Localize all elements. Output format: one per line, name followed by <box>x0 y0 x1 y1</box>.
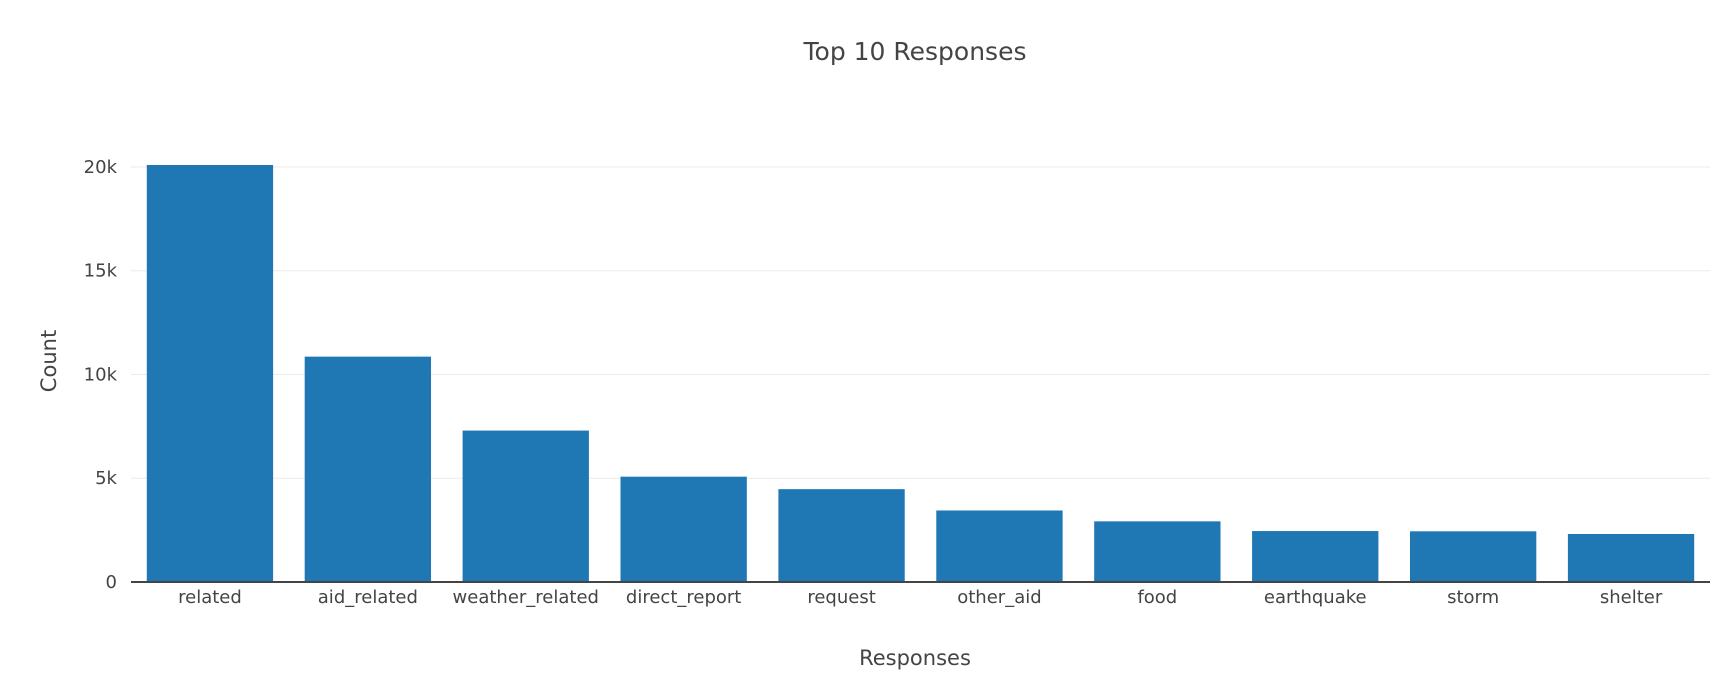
x-tick-label: earthquake <box>1264 587 1367 608</box>
x-axis-title: Responses <box>859 646 971 670</box>
bar-weather_related[interactable] <box>462 430 589 582</box>
x-tick-labels: related aid_related weather_related direct_… <box>178 587 1663 608</box>
y-tick-label: 5k <box>95 468 117 489</box>
y-tick-labels: 0 5k 10k 15k 20k <box>84 157 118 593</box>
x-tick-label: storm <box>1447 587 1499 608</box>
x-tick-label: shelter <box>1600 587 1663 608</box>
bars <box>146 165 1695 582</box>
bar-shelter[interactable] <box>1567 533 1695 582</box>
y-tick-label: 15k <box>84 261 118 282</box>
x-tick-label: food <box>1137 587 1177 608</box>
x-tick-label: related <box>178 587 242 608</box>
x-tick-label: other_aid <box>957 587 1041 608</box>
x-tick-label: aid_related <box>318 587 418 608</box>
x-tick-label: weather_related <box>453 587 599 608</box>
bar-aid_related[interactable] <box>304 356 432 582</box>
x-tick-label: request <box>807 587 875 608</box>
bar-related[interactable] <box>146 165 274 582</box>
bar-food[interactable] <box>1094 521 1221 582</box>
bar-other_aid[interactable] <box>936 510 1063 582</box>
bar-direct_report[interactable] <box>620 476 747 582</box>
y-axis-title: Count <box>37 330 61 392</box>
y-tick-label: 10k <box>84 364 118 385</box>
x-tick-label: direct_report <box>626 587 741 608</box>
bar-request[interactable] <box>778 489 905 582</box>
y-tick-label: 20k <box>84 157 118 178</box>
y-tick-label: 0 <box>106 572 117 593</box>
chart-title: Top 10 Responses <box>803 37 1027 66</box>
bar-earthquake[interactable] <box>1252 531 1379 582</box>
bar-storm[interactable] <box>1409 531 1537 582</box>
